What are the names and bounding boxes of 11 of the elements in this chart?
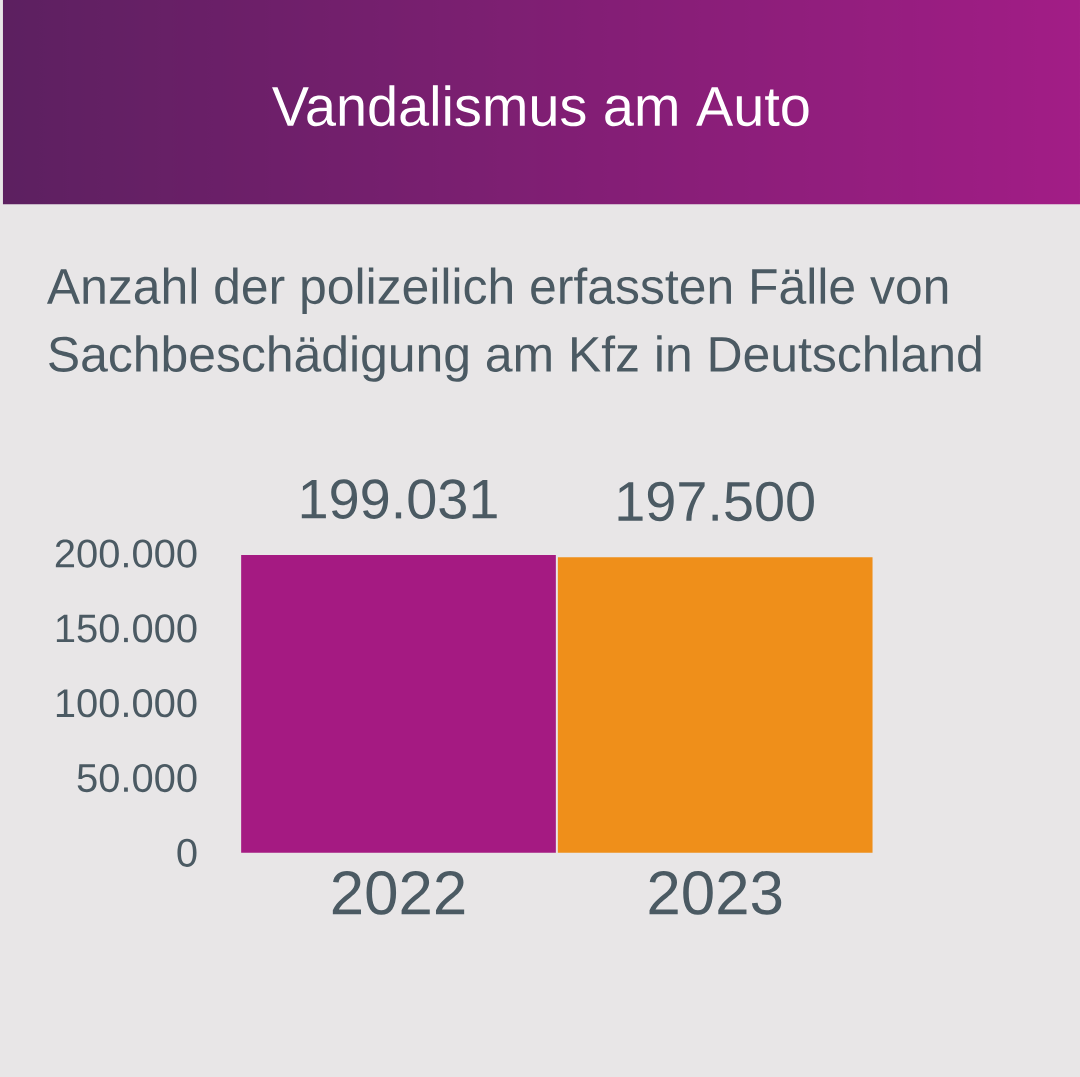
y-tick-label: 200.000 xyxy=(55,539,197,568)
y-tick-label: 50.000 xyxy=(77,763,197,793)
x-tick-label: 2022 xyxy=(332,870,465,915)
y-tick-label: 0 xyxy=(177,838,197,867)
x-tick-label: 2023 xyxy=(649,870,782,915)
data-label: 197.500 xyxy=(618,481,814,522)
data-label: 199.031 xyxy=(301,479,497,519)
chart-title: Vandalismus am Auto xyxy=(272,85,809,127)
chart-subtitle: Anzahl der polizeilich erfassten Fälle von Sachbeschädigung am Kfz in Deutschland xyxy=(46,267,981,382)
y-tick-label: 150.000 xyxy=(56,614,197,643)
y-tick-label: 100.000 xyxy=(56,688,197,718)
